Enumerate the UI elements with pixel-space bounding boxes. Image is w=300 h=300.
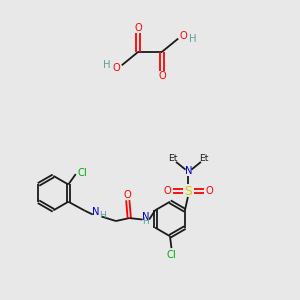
Text: O: O [164, 186, 172, 196]
Text: Cl: Cl [77, 168, 87, 178]
Text: O: O [206, 186, 213, 196]
Text: O: O [180, 31, 188, 40]
Text: N: N [142, 212, 149, 222]
Text: Et: Et [168, 154, 178, 164]
Text: H: H [99, 211, 106, 220]
Text: O: O [124, 190, 132, 200]
Text: S: S [185, 184, 192, 197]
Text: O: O [158, 71, 166, 81]
Text: N: N [92, 206, 99, 217]
Text: Et: Et [199, 154, 208, 164]
Text: N: N [185, 166, 192, 176]
Text: H: H [103, 60, 111, 70]
Text: O: O [112, 63, 120, 73]
Text: H: H [189, 34, 197, 44]
Text: Cl: Cl [167, 250, 176, 260]
Text: O: O [134, 22, 142, 32]
Text: H: H [142, 218, 149, 226]
